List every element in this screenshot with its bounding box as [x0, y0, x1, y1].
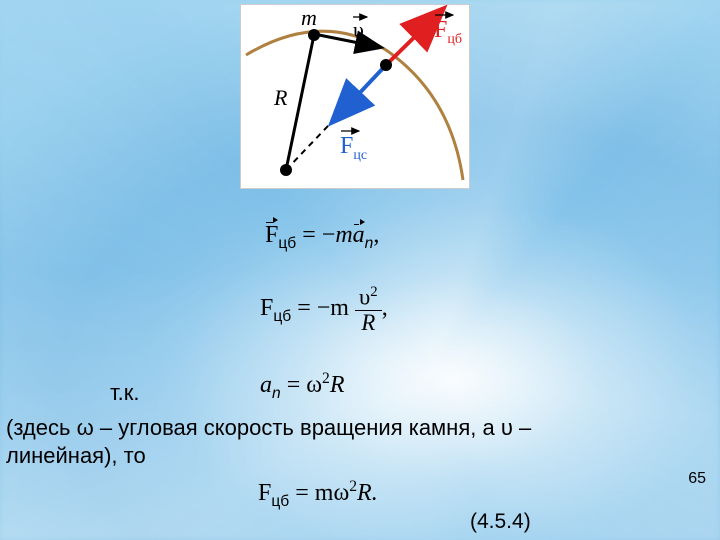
eq1-tail: , — [373, 222, 379, 248]
equation-4: Fцб = mω2R. — [258, 478, 378, 511]
eq2-F: F — [260, 295, 273, 321]
radius-to-m — [286, 35, 314, 170]
force-diagram: m R υ Fцб Fцс — [240, 4, 470, 189]
label-fcs: Fцс — [340, 133, 367, 163]
eq1-eq: = − — [302, 222, 335, 248]
point-center — [280, 164, 292, 176]
eq3-R: R — [330, 372, 345, 398]
eq2-Fsub: цб — [273, 308, 291, 325]
equation-1: Fцб = −man, — [265, 222, 379, 253]
eq2-den: R — [361, 310, 375, 335]
point-m — [308, 29, 320, 41]
eq4-sq: 2 — [349, 478, 357, 495]
label-R: R — [273, 85, 288, 110]
eq3-sq: 2 — [322, 370, 330, 387]
equation-2: Fцб = −m υ2 R , — [260, 285, 388, 334]
point-body — [380, 59, 392, 71]
eq1-F: F — [265, 222, 278, 248]
eq4-F: F — [258, 480, 271, 506]
text-explain-2: линейная), то — [6, 443, 146, 469]
slide-content: m R υ Fцб Fцс Fцб = −man, Fцб = −m υ2 R … — [0, 0, 720, 540]
label-v: υ — [353, 17, 364, 42]
text-since: т.к. — [110, 380, 140, 406]
equation-3: an = ω2R — [260, 370, 345, 403]
text-explain-1: (здесь ω – угловая скорость вращения кам… — [6, 415, 531, 441]
eq3-asub: n — [272, 385, 281, 402]
eq2-num: υ — [359, 285, 370, 310]
eq4-Fsub: цб — [271, 493, 289, 510]
diagram-svg: m R υ Fцб Fцс — [241, 5, 471, 190]
eq2-tail: , — [382, 295, 388, 321]
eq2-sq: 2 — [370, 284, 377, 300]
label-m: m — [301, 5, 317, 30]
f-centripetal-vector — [336, 65, 386, 118]
eq1-m: m — [335, 222, 352, 248]
eq1-Fsub: цб — [278, 235, 296, 252]
eq1-a: a — [353, 222, 365, 248]
eq4-eq: = mω — [295, 480, 349, 506]
label-fcb: Fцб — [434, 17, 462, 47]
eq2-eq: = −m — [297, 295, 349, 321]
equation-number: (4.5.4) — [470, 510, 531, 534]
f-centrifugal-vector — [386, 13, 439, 65]
eq4-R: R. — [357, 480, 378, 506]
page-number: 65 — [688, 470, 706, 488]
eq3-eq: = ω — [287, 372, 322, 398]
eq3-a: a — [260, 372, 272, 398]
